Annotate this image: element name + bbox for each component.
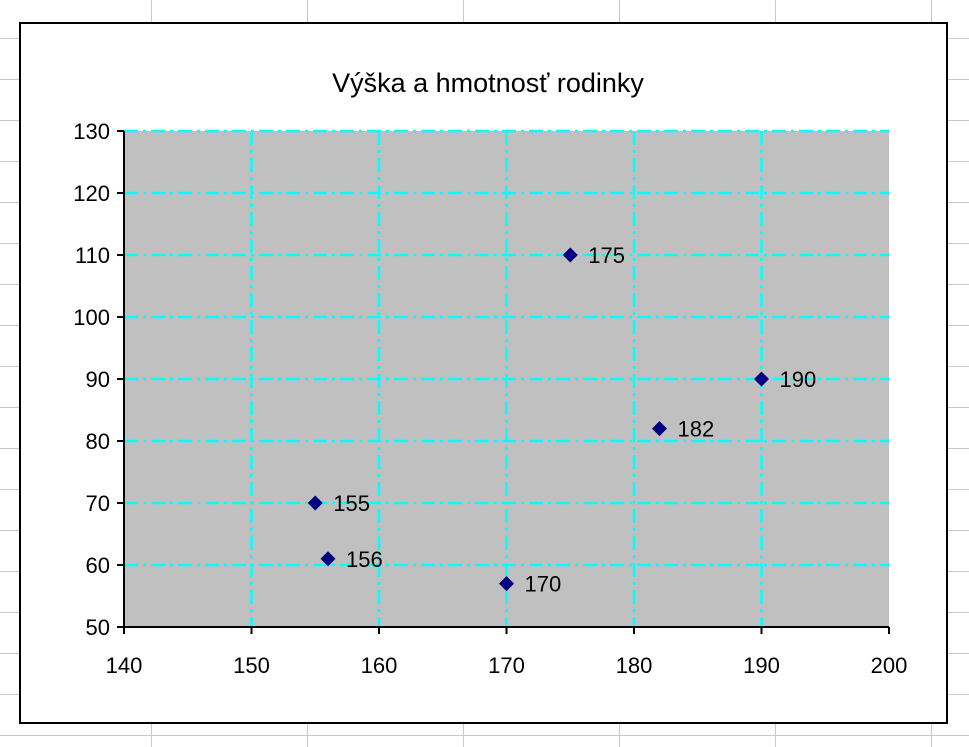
y-tick-label: 130 xyxy=(73,119,110,144)
data-point-marker xyxy=(307,495,323,511)
chart-title: Výška a hmotnosť rodinky xyxy=(332,68,644,98)
data-point-label: 170 xyxy=(525,572,562,597)
y-tick-label: 60 xyxy=(86,553,110,578)
chart-area: Výška a hmotnosť rodinky 50 60 70 80 90 100 11… xyxy=(19,22,948,724)
data-point-label: 155 xyxy=(333,491,370,516)
scatter-chart: Výška a hmotnosť rodinky 50 60 70 80 90 100 11… xyxy=(73,68,907,678)
y-tick-label: 70 xyxy=(86,491,110,516)
y-tick-label: 80 xyxy=(86,429,110,454)
data-point-marker xyxy=(652,421,667,437)
data-point-label: 175 xyxy=(588,243,625,268)
x-tick-label: 190 xyxy=(743,653,780,678)
data-point-marker xyxy=(562,247,578,263)
y-tick-label: 50 xyxy=(86,615,110,640)
data-point-label: 190 xyxy=(780,367,817,392)
y-tick-label: 110 xyxy=(75,243,110,268)
x-tick-label: 150 xyxy=(233,653,270,678)
x-tick-label: 140 xyxy=(106,653,143,678)
x-tick-label: 160 xyxy=(361,653,398,678)
data-point-marker xyxy=(754,371,769,387)
x-tick-label: 170 xyxy=(488,653,525,678)
x-tick-label: 180 xyxy=(616,653,653,678)
axes: 50 60 70 80 90 100 110 120 130 140 150 160 170 180 190… xyxy=(73,119,907,678)
data-point-label: 182 xyxy=(678,417,715,442)
data-point-label: 156 xyxy=(346,547,383,572)
y-tick-label: 100 xyxy=(73,305,110,330)
data-point-marker xyxy=(320,551,336,567)
data-point-marker xyxy=(499,576,514,592)
data-points: 155 156 170 175 182 190 xyxy=(307,243,817,597)
y-tick-label: 90 xyxy=(86,367,110,392)
x-tick-label: 200 xyxy=(871,653,908,678)
y-tick-label: 120 xyxy=(73,181,110,206)
